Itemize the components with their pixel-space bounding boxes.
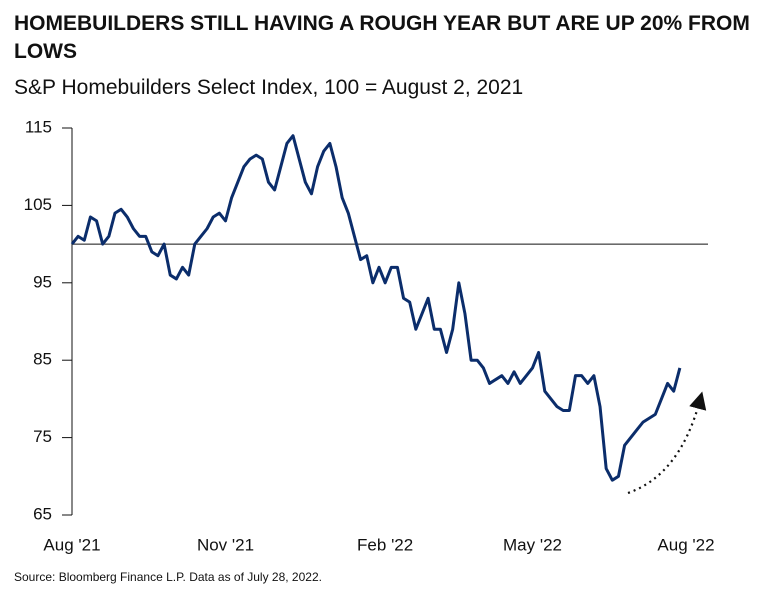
- x-tick-label: Nov '21: [197, 535, 254, 554]
- chart-subtitle: S&P Homebuilders Select Index, 100 = Aug…: [14, 76, 524, 99]
- x-tick-label: Feb '22: [357, 535, 413, 554]
- y-tick-label: 75: [33, 427, 52, 446]
- data-line: [70, 134, 682, 482]
- source-note: Source: Bloomberg Finance L.P. Data as o…: [14, 570, 322, 584]
- chart-title: HOMEBUILDERS STILL HAVING A ROUGH YEAR B…: [14, 12, 750, 63]
- y-tick-label: 65: [33, 504, 52, 523]
- x-tick-label: Aug '21: [43, 535, 100, 554]
- x-tick-label: May '22: [503, 535, 562, 554]
- trend-arrow: [627, 391, 707, 495]
- y-tick-label: 105: [24, 195, 52, 214]
- y-tick-label: 85: [33, 350, 52, 369]
- y-tick-label: 95: [33, 272, 52, 291]
- y-tick-label: 115: [25, 117, 52, 136]
- chart: 65 75 85 95 105 115 Aug '21 Nov '21 Feb '22 May '…: [24, 117, 715, 554]
- x-tick-label: Aug '22: [657, 535, 714, 554]
